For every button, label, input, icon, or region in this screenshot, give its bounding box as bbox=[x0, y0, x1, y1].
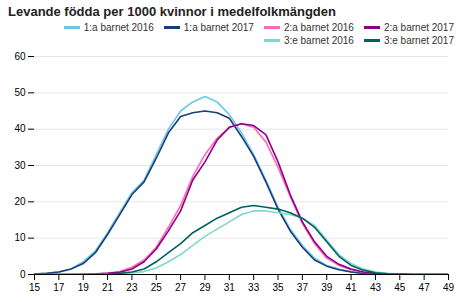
svg-text:41: 41 bbox=[346, 282, 358, 293]
svg-text:60: 60 bbox=[14, 51, 26, 62]
html-text:Levande födda per 1000 kvinnor: Levande födda per 1000 kvinnor i medelfo… bbox=[8, 4, 336, 19]
svg-text:50: 50 bbox=[14, 87, 26, 98]
svg-text:15: 15 bbox=[29, 282, 41, 293]
html-text:1:a barnet 2016: 1:a barnet 2016 bbox=[83, 22, 154, 33]
svg-text:23: 23 bbox=[126, 282, 138, 293]
svg-text:29: 29 bbox=[199, 282, 211, 293]
svg-text:27: 27 bbox=[175, 282, 187, 293]
svg-text:47: 47 bbox=[419, 282, 431, 293]
svg-text:20: 20 bbox=[14, 196, 26, 207]
html-text:1:a barnet 2017: 1:a barnet 2017 bbox=[183, 22, 254, 33]
svg-text:31: 31 bbox=[224, 282, 236, 293]
svg-text:17: 17 bbox=[53, 282, 65, 293]
svg-text:40: 40 bbox=[14, 123, 26, 134]
svg-text:25: 25 bbox=[151, 282, 163, 293]
svg-text:35: 35 bbox=[272, 282, 284, 293]
svg-text:49: 49 bbox=[443, 282, 455, 293]
svg-text:10: 10 bbox=[14, 232, 26, 243]
html-text:2:a barnet 2016: 2:a barnet 2016 bbox=[283, 22, 354, 33]
svg-text:43: 43 bbox=[370, 282, 382, 293]
html-text:3:e barnet 2016: 3:e barnet 2016 bbox=[283, 35, 354, 46]
svg-text:37: 37 bbox=[297, 282, 309, 293]
html-text:2:a barnet 2017: 2:a barnet 2017 bbox=[383, 22, 454, 33]
svg-text:39: 39 bbox=[321, 282, 333, 293]
svg-text:33: 33 bbox=[248, 282, 260, 293]
svg-text:0: 0 bbox=[20, 269, 26, 280]
svg-text:30: 30 bbox=[14, 160, 26, 171]
svg-text:19: 19 bbox=[78, 282, 90, 293]
html-text:3:e barnet 2017: 3:e barnet 2017 bbox=[383, 35, 454, 46]
svg-text:45: 45 bbox=[394, 282, 406, 293]
svg-text:21: 21 bbox=[102, 282, 114, 293]
